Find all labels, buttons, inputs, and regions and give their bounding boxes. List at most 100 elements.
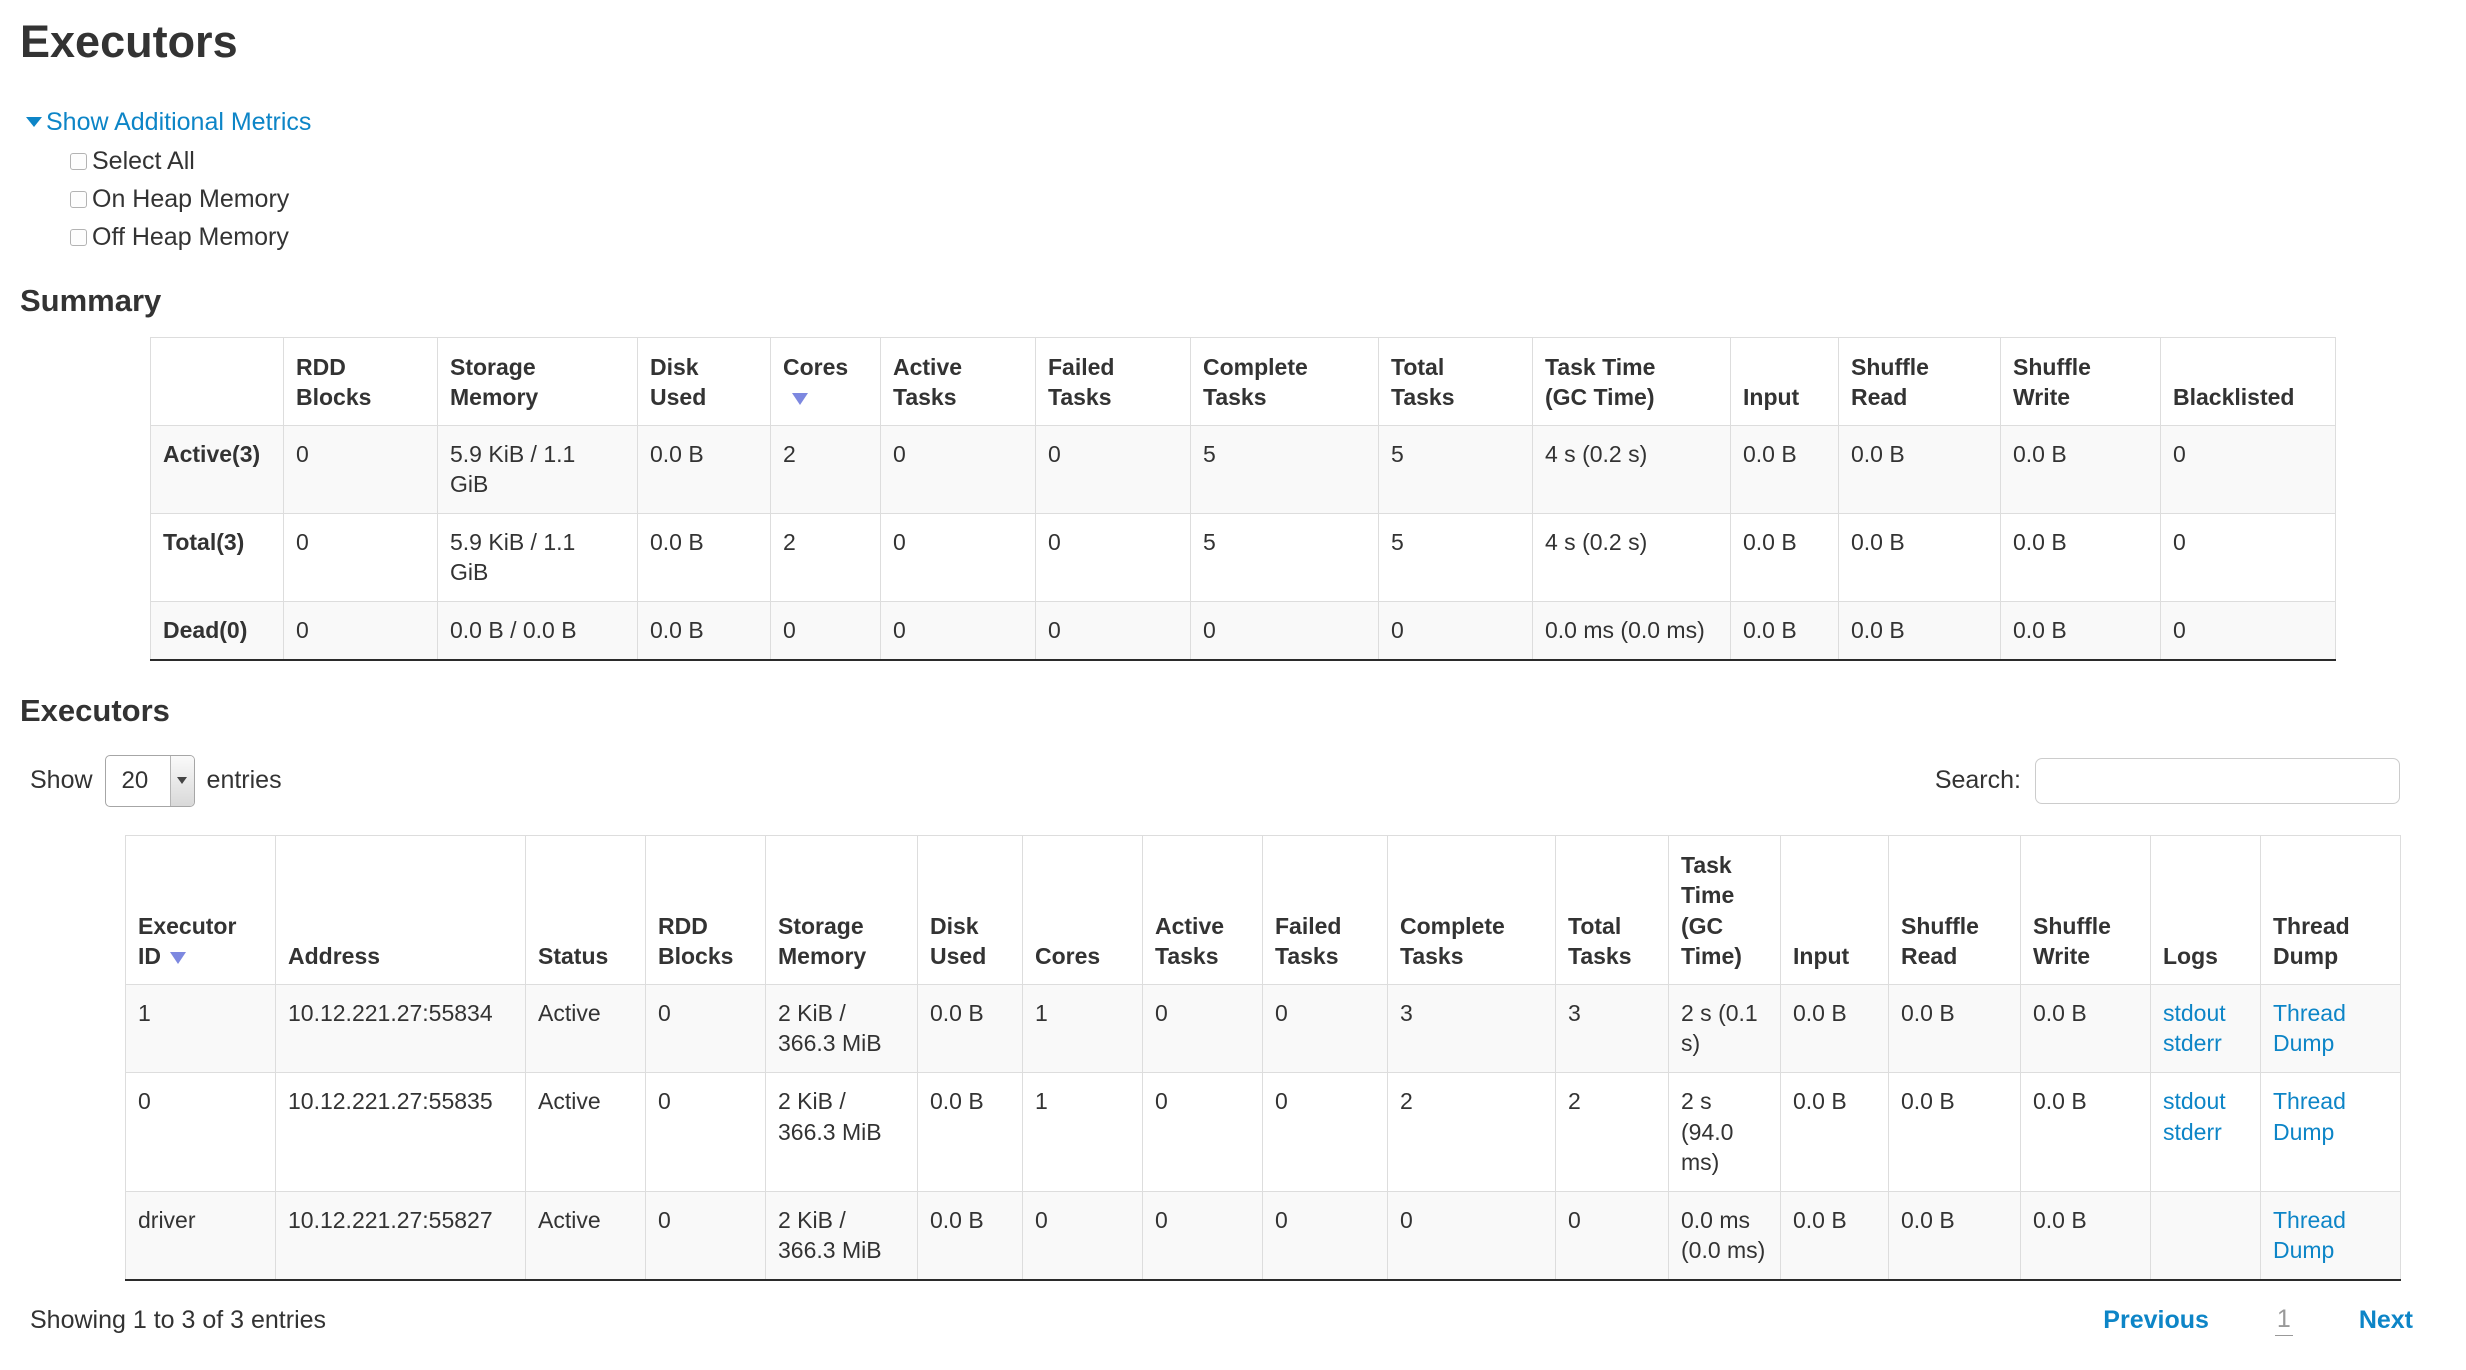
column-header-task-time[interactable]: Task Time (GC Time) — [1668, 834, 1781, 985]
column-header-shuffle-read[interactable]: Shuffle Read — [1888, 834, 2021, 985]
cell-disk-used: 0.0 B — [637, 600, 771, 661]
sort-desc-icon — [792, 393, 808, 406]
entries-status: Showing 1 to 3 of 3 entries — [30, 1305, 327, 1334]
column-header-label: RDD Blocks — [658, 912, 734, 970]
page-size-select[interactable]: 20 — [104, 754, 195, 807]
cell-active-tasks: 0 — [1142, 1072, 1263, 1192]
column-header-label: Status — [538, 943, 609, 970]
cell-storage-memory: 5.9 KiB / 1.1 GiB — [437, 512, 638, 602]
column-header-storage-memory[interactable]: Storage Memory — [765, 834, 918, 985]
cell-task-time: 0.0 ms (0.0 ms) — [1532, 600, 1731, 661]
on-heap-memory-checkbox[interactable] — [70, 191, 87, 208]
column-header-complete-tasks[interactable]: Complete Tasks — [1387, 834, 1556, 985]
search-input[interactable] — [2035, 757, 2400, 804]
column-header-label: Input — [1793, 943, 1850, 970]
cell-thread-dump: Thread Dump — [2260, 1190, 2401, 1281]
column-header-rdd-blocks[interactable]: RDD Blocks — [645, 834, 766, 985]
column-header-label: Input — [1743, 384, 1800, 411]
select-all-checkbox[interactable] — [70, 153, 87, 170]
column-header-failed-tasks[interactable]: Failed Tasks — [1035, 336, 1191, 426]
column-header-cores[interactable]: Cores — [770, 336, 881, 426]
cell-total-tasks: 3 — [1555, 983, 1669, 1074]
column-header-input[interactable]: Input — [1780, 834, 1889, 985]
column-header-storage-memory[interactable]: Storage Memory — [437, 336, 638, 426]
cell-input: 0.0 B — [1780, 1190, 1889, 1281]
cell-executor-id: 1 — [125, 983, 276, 1074]
cell-total-tasks: 2 — [1555, 1072, 1669, 1192]
previous-button[interactable]: Previous — [2103, 1305, 2209, 1334]
column-header-logs[interactable]: Logs — [2150, 834, 2261, 985]
column-header-input[interactable]: Input — [1730, 336, 1839, 426]
column-header-label[interactable] — [150, 336, 284, 426]
column-header-address[interactable]: Address — [275, 834, 526, 985]
cell-shuffle-write: 0.0 B — [2020, 1190, 2151, 1281]
off-heap-memory-checkbox[interactable] — [70, 229, 87, 246]
cell-rdd-blocks: 0 — [645, 1190, 766, 1281]
cell-cores: 2 — [770, 512, 881, 602]
sort-desc-icon — [170, 952, 186, 965]
dropdown-arrow-icon — [169, 755, 194, 806]
cell-active-tasks: 0 — [880, 512, 1036, 602]
show-label: Show — [30, 766, 93, 795]
cell-label: Active(3) — [150, 424, 284, 514]
stdout-link[interactable]: stdout — [2163, 1088, 2226, 1115]
column-header-rdd-blocks[interactable]: RDD Blocks — [283, 336, 438, 426]
column-header-thread-dump[interactable]: Thread Dump — [2260, 834, 2401, 985]
column-header-total-tasks[interactable]: Total Tasks — [1555, 834, 1669, 985]
cell-input: 0.0 B — [1730, 424, 1839, 514]
cell-shuffle-read: 0.0 B — [1888, 983, 2021, 1074]
cell-storage-memory: 2 KiB / 366.3 MiB — [765, 983, 918, 1074]
column-header-label: Address — [288, 943, 381, 970]
cell-input: 0.0 B — [1780, 1072, 1889, 1192]
thread-dump-link[interactable]: Thread Dump — [2273, 1088, 2346, 1145]
stdout-link[interactable]: stdout — [2163, 999, 2226, 1026]
cell-address: 10.12.221.27:55834 — [275, 983, 526, 1074]
page-length-control: Show 20 entries — [30, 754, 282, 807]
column-header-label: Failed Tasks — [1048, 353, 1115, 411]
cell-thread-dump: Thread Dump — [2260, 983, 2401, 1074]
column-header-shuffle-write[interactable]: Shuffle Write — [2020, 834, 2151, 985]
cell-task-time: 4 s (0.2 s) — [1532, 424, 1731, 514]
cell-task-time: 2 s (94.0 ms) — [1668, 1072, 1781, 1192]
thread-dump-link[interactable]: Thread Dump — [2273, 1206, 2346, 1264]
column-header-disk-used[interactable]: Disk Used — [917, 834, 1023, 985]
column-header-label: RDD Blocks — [296, 353, 372, 411]
column-header-label: Total Tasks — [1568, 912, 1632, 970]
cell-cores: 1 — [1022, 983, 1143, 1074]
column-header-failed-tasks[interactable]: Failed Tasks — [1262, 834, 1388, 985]
metric-options-list: Select All On Heap Memory Off Heap Memory — [70, 143, 2466, 257]
column-header-disk-used[interactable]: Disk Used — [637, 336, 771, 426]
stderr-link[interactable]: stderr — [2163, 1118, 2222, 1145]
column-header-label: Complete Tasks — [1203, 353, 1308, 411]
cell-rdd-blocks: 0 — [283, 600, 438, 661]
column-header-executor-id[interactable]: Executor ID — [125, 834, 276, 985]
column-header-blacklisted[interactable]: Blacklisted — [2160, 336, 2336, 426]
column-header-total-tasks[interactable]: Total Tasks — [1378, 336, 1533, 426]
cell-disk-used: 0.0 B — [637, 424, 771, 514]
column-header-shuffle-read[interactable]: Shuffle Read — [1838, 336, 2001, 426]
column-header-shuffle-write[interactable]: Shuffle Write — [2000, 336, 2161, 426]
thread-dump-link[interactable]: Thread Dump — [2273, 999, 2346, 1057]
stderr-link[interactable]: stderr — [2163, 1030, 2222, 1057]
column-header-active-tasks[interactable]: Active Tasks — [1142, 834, 1263, 985]
column-header-label: Cores — [1035, 943, 1101, 970]
column-header-complete-tasks[interactable]: Complete Tasks — [1190, 336, 1379, 426]
page-number[interactable]: 1 — [2274, 1305, 2293, 1336]
next-button[interactable]: Next — [2358, 1305, 2413, 1334]
cell-total-tasks: 5 — [1378, 424, 1533, 514]
column-header-cores[interactable]: Cores — [1022, 834, 1143, 985]
column-header-label: Storage Memory — [778, 912, 867, 970]
metric-option-on-heap-memory: On Heap Memory — [70, 181, 2466, 219]
cell-address: 10.12.221.27:55827 — [275, 1190, 526, 1281]
header-row: RDD Blocks Storage Memory Disk Used Cores Ac… — [150, 336, 2336, 426]
column-header-status[interactable]: Status — [525, 834, 646, 985]
cell-shuffle-read: 0.0 B — [1838, 600, 2001, 661]
column-header-task-time[interactable]: Task Time (GC Time) — [1532, 336, 1731, 426]
show-additional-metrics-toggle[interactable]: Show Additional Metrics — [26, 108, 311, 137]
cell-rdd-blocks: 0 — [283, 512, 438, 602]
cell-shuffle-read: 0.0 B — [1888, 1190, 2021, 1281]
column-header-active-tasks[interactable]: Active Tasks — [880, 336, 1036, 426]
cell-task-time: 0.0 ms (0.0 ms) — [1668, 1190, 1781, 1281]
cell-total-tasks: 0 — [1378, 600, 1533, 661]
cell-active-tasks: 0 — [1142, 1190, 1263, 1281]
